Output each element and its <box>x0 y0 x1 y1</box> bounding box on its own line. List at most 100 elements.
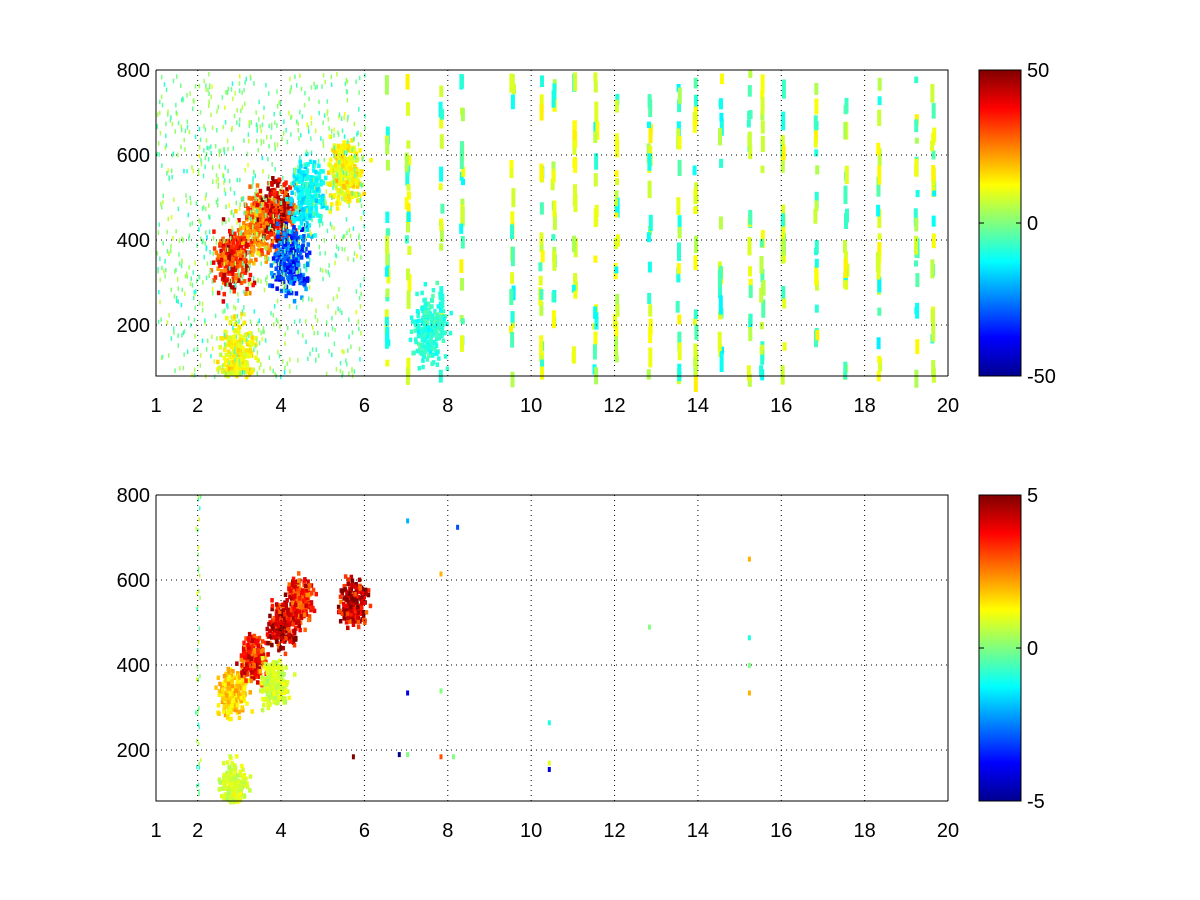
heatmap-cell <box>216 253 221 258</box>
heatmap-cell <box>290 595 294 601</box>
heatmap-cell <box>283 592 288 597</box>
heatmap-cell <box>343 134 346 139</box>
heatmap-cell <box>344 247 346 252</box>
heatmap-cell <box>291 227 296 232</box>
heatmap-cell <box>246 642 250 648</box>
heatmap-cell <box>614 266 619 274</box>
heatmap-cell <box>247 367 252 372</box>
heatmap-cell <box>593 255 598 263</box>
heatmap-cell <box>356 616 360 621</box>
heatmap-cell <box>289 369 291 374</box>
heatmap-cell <box>320 136 322 141</box>
heatmap-cell <box>173 326 175 331</box>
heatmap-cell <box>357 197 361 203</box>
heatmap-cell <box>573 156 578 173</box>
heatmap-cell <box>614 190 619 199</box>
heatmap-cell <box>240 692 244 698</box>
heatmap-cell <box>220 691 224 697</box>
heatmap-cell <box>238 358 241 364</box>
heatmap-cell <box>243 263 245 268</box>
heatmap-cell <box>230 278 233 283</box>
heatmap-cell <box>255 196 257 202</box>
heatmap-cell <box>648 326 653 344</box>
heatmap-cell <box>364 73 366 78</box>
heatmap-cell <box>260 689 265 694</box>
heatmap-cell <box>814 149 819 157</box>
heatmap-cell <box>267 698 271 704</box>
heatmap-cell <box>225 697 230 702</box>
heatmap-cell <box>251 212 256 217</box>
heatmap-cell <box>348 163 353 169</box>
heatmap-cell <box>308 213 312 219</box>
heatmap-cell <box>287 203 291 208</box>
heatmap-cell <box>593 331 598 345</box>
heatmap-cell <box>316 318 319 323</box>
heatmap-cell <box>914 119 919 133</box>
heatmap-cell <box>268 123 270 129</box>
heatmap-cell <box>244 210 248 215</box>
heatmap-cell <box>366 592 371 598</box>
heatmap-cell <box>252 637 256 643</box>
heatmap-cell <box>206 338 209 343</box>
heatmap-cell <box>677 215 682 234</box>
heatmap-cell <box>275 221 280 227</box>
heatmap-cell <box>274 146 276 152</box>
heatmap-cell <box>221 220 224 226</box>
heatmap-cell <box>161 205 163 210</box>
heatmap-cell <box>346 362 348 367</box>
heatmap-cell <box>241 250 246 256</box>
heatmap-cell <box>310 231 312 237</box>
heatmap-cell <box>296 181 298 186</box>
heatmap-cell <box>201 239 203 245</box>
heatmap-cell <box>328 182 332 187</box>
heatmap-cell <box>207 87 209 93</box>
heatmap-cell <box>421 354 426 359</box>
heatmap-cell <box>460 201 465 210</box>
heatmap-cell <box>303 103 306 108</box>
heatmap-cell <box>237 674 242 679</box>
heatmap-cell <box>416 313 420 318</box>
heatmap-cell <box>323 238 325 243</box>
heatmap-cell <box>284 221 288 226</box>
heatmap-cell <box>193 373 196 378</box>
heatmap-cell <box>227 674 232 680</box>
heatmap-cell <box>915 190 920 198</box>
heatmap-cell <box>245 672 249 677</box>
heatmap-cell <box>332 185 334 190</box>
heatmap-cell <box>594 101 599 121</box>
heatmap-cell <box>460 335 464 352</box>
heatmap-cell <box>312 160 317 165</box>
heatmap-cell <box>188 265 190 270</box>
heatmap-cell <box>348 588 353 593</box>
heatmap-cell <box>283 256 287 261</box>
heatmap-cell <box>346 89 348 95</box>
heatmap-cell <box>305 195 310 200</box>
heatmap-cell <box>175 110 178 115</box>
heatmap-cell <box>161 102 164 108</box>
heatmap-cell <box>275 617 279 622</box>
heatmap-cell <box>277 695 282 700</box>
heatmap-cell <box>245 664 249 670</box>
heatmap-cell <box>212 278 216 283</box>
heatmap-cell <box>217 202 219 208</box>
heatmap-cell <box>224 334 228 339</box>
heatmap-cell <box>327 117 329 122</box>
heatmap-cell <box>273 622 278 627</box>
heatmap-cell <box>231 697 236 703</box>
heatmap-cell <box>322 143 325 148</box>
heatmap-cell <box>352 226 355 231</box>
heatmap-cell <box>405 166 410 186</box>
heatmap-cell <box>648 318 653 335</box>
heatmap-cell <box>421 344 426 349</box>
heatmap-cell <box>279 635 284 641</box>
heatmap-cell <box>248 774 253 779</box>
heatmap-cell <box>240 240 245 246</box>
heatmap-cell <box>877 233 882 240</box>
heatmap-cell <box>261 336 263 342</box>
heatmap-cell <box>876 176 881 197</box>
heatmap-cell <box>223 690 227 696</box>
heatmap-cell <box>262 220 266 226</box>
heatmap-cell <box>273 683 278 688</box>
heatmap-cell <box>356 610 361 615</box>
